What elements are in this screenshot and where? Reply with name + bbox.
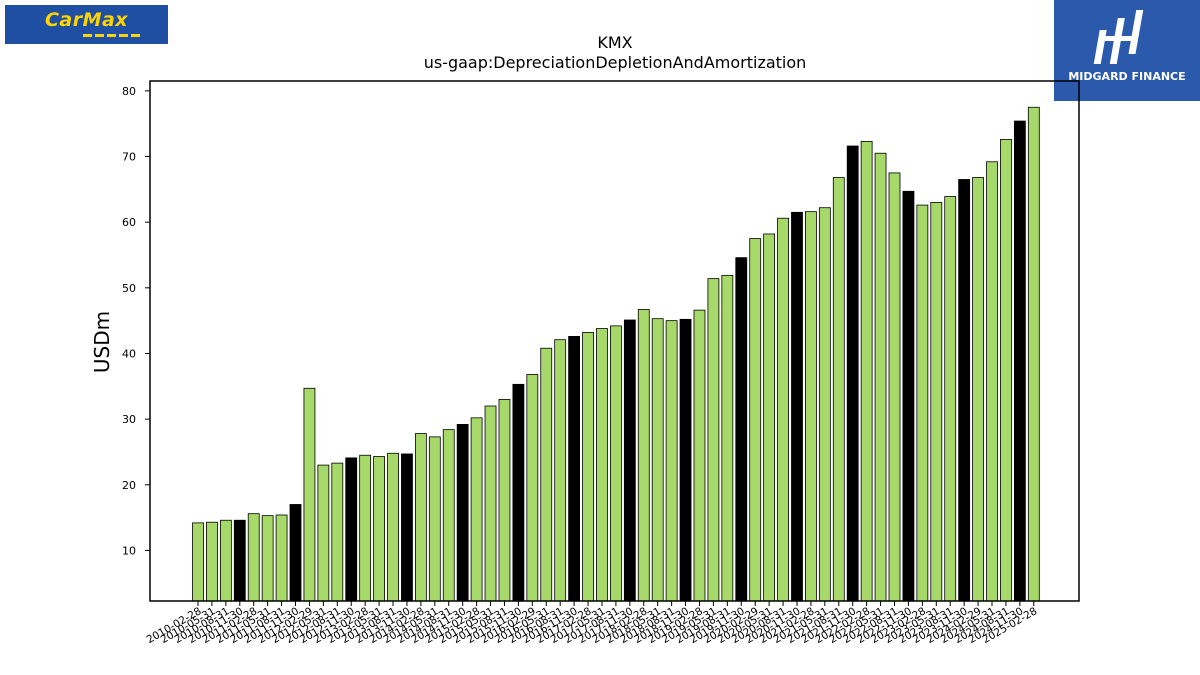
carmax-logo-dashes [83, 34, 143, 37]
bar-2011-02-28 [247, 513, 260, 602]
bar-2022-05-31 [874, 152, 887, 602]
bar-2013-02-28 [359, 454, 372, 602]
x-axis: 2010-02-282010-05-312010-08-312010-11-30… [145, 601, 1039, 646]
plot-frame [149, 80, 1080, 602]
bar-2015-05-31 [484, 405, 497, 602]
bar-2019-05-31 [707, 278, 720, 602]
midgard-finance-logo-mark [1093, 10, 1144, 64]
bar-2021-11-30 [846, 145, 859, 602]
bar-2016-05-31 [540, 347, 553, 602]
y-tick-label-40: 40 [122, 347, 136, 360]
chart-title: KMX [597, 33, 632, 52]
bar-2019-11-30 [735, 257, 748, 602]
midgard-finance-logo-text: MIDGARD FINANCE [1068, 70, 1186, 83]
y-tick-label-20: 20 [122, 479, 136, 492]
midgard-finance-logo: MIDGARD FINANCE [1054, 0, 1200, 101]
bar-2012-02-29 [303, 387, 316, 602]
y-tick-label-30: 30 [122, 413, 136, 426]
bar-2016-08-31 [554, 339, 567, 602]
bar-2025-02-28 [1027, 106, 1040, 602]
bar-2022-02-28 [860, 140, 873, 602]
bar-2020-11-30 [791, 211, 803, 602]
bar-2016-02-29 [526, 374, 539, 602]
bar-2015-08-31 [498, 399, 511, 602]
bar-2019-08-31 [721, 274, 734, 602]
bar-2010-08-31 [219, 519, 232, 602]
bar-2013-11-30 [401, 453, 413, 602]
y-tick-label-80: 80 [122, 85, 136, 98]
bar-2023-08-31 [944, 196, 957, 602]
chart-subtitle: us-gaap:DepreciationDepletionAndAmortiza… [424, 53, 807, 72]
bar-2013-08-31 [387, 452, 399, 602]
y-tick-label-50: 50 [122, 282, 136, 295]
bar-2017-11-30 [623, 319, 636, 602]
bar-2024-11-30 [1013, 120, 1026, 602]
bar-2011-05-31 [261, 515, 274, 602]
bar-2017-08-31 [610, 325, 622, 602]
bar-2014-08-31 [442, 429, 455, 602]
bar-2012-08-31 [331, 462, 344, 602]
bar-2017-02-28 [582, 332, 594, 602]
bar-2015-02-28 [470, 417, 483, 602]
bar-2010-02-28 [192, 522, 204, 602]
bar-2018-02-28 [637, 309, 650, 602]
bar-2011-11-30 [289, 504, 302, 602]
bars-group [192, 106, 1040, 602]
bar-2018-11-30 [679, 318, 692, 602]
bar-2018-08-31 [665, 320, 678, 602]
bar-2014-05-31 [428, 436, 441, 602]
bar-2023-05-31 [930, 202, 943, 602]
bar-2021-02-28 [805, 211, 817, 602]
y-tick-label-70: 70 [122, 151, 136, 164]
bar-2011-08-31 [275, 514, 288, 602]
bar-2023-11-30 [958, 179, 971, 602]
bar-2019-02-28 [693, 309, 706, 602]
bar-2012-05-31 [317, 464, 330, 602]
bar-2024-08-31 [1000, 139, 1012, 602]
bar-2017-05-31 [596, 328, 608, 602]
bar-2014-02-28 [414, 433, 427, 602]
bar-2010-05-31 [206, 521, 218, 602]
bar-2016-11-30 [568, 335, 581, 602]
y-tick-label-10: 10 [122, 544, 136, 557]
bar-2020-05-31 [763, 233, 776, 602]
bar-2022-08-31 [888, 172, 901, 602]
bar-2020-02-29 [749, 238, 762, 602]
bar-2021-08-31 [832, 177, 845, 602]
bar-2012-11-30 [345, 457, 358, 602]
y-axis-label: USDm [90, 311, 114, 373]
bar-2021-05-31 [818, 207, 831, 602]
bar-2023-02-28 [916, 204, 929, 602]
carmax-logo-text: CarMax [44, 9, 129, 31]
bar-2020-08-31 [777, 217, 789, 602]
bar-2010-11-30 [233, 519, 246, 602]
bar-2015-11-30 [512, 383, 525, 602]
bar-2014-11-30 [456, 423, 469, 602]
y-axis: 10 20 30 40 50 60 70 80 [122, 85, 150, 557]
bar-2024-02-29 [972, 177, 984, 602]
bar-2022-11-30 [902, 190, 915, 602]
bar-2024-05-31 [986, 161, 998, 602]
carmax-logo: CarMax [5, 5, 168, 44]
y-tick-label-60: 60 [122, 216, 136, 229]
bar-2013-05-31 [373, 456, 385, 602]
bar-2018-05-31 [651, 318, 664, 602]
